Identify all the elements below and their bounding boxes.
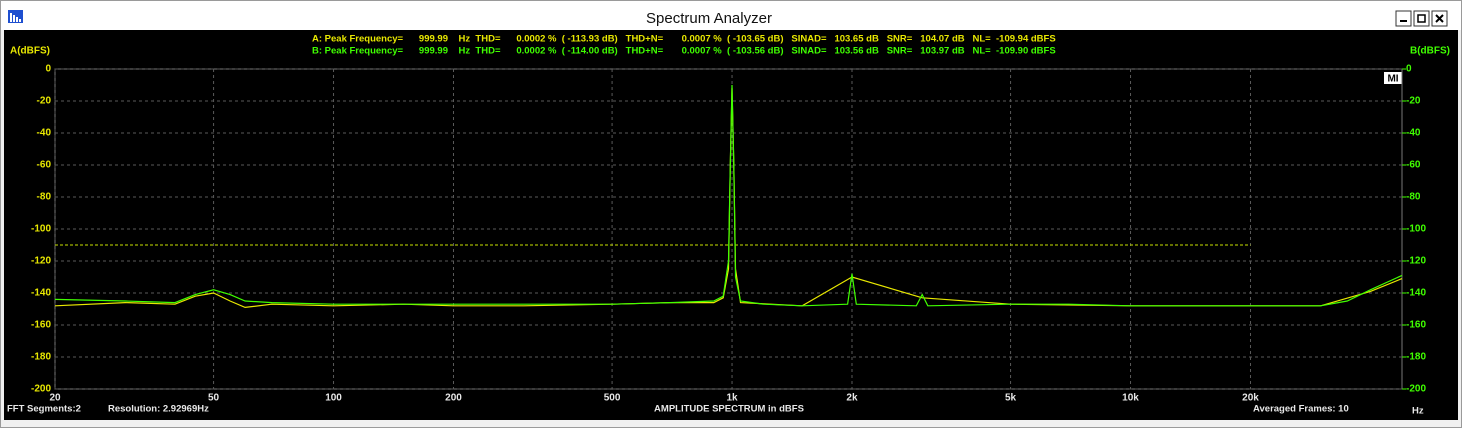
y2-tick-label: -40 <box>1406 128 1421 139</box>
plot-panel <box>4 30 1458 420</box>
y2-tick-label: 0 <box>1406 64 1412 75</box>
x-tick-label: 50 <box>208 393 220 404</box>
y-tick-label: -120 <box>31 256 51 267</box>
y-tick-label: -200 <box>31 384 51 395</box>
minimize-button[interactable] <box>1395 10 1412 27</box>
x-axis-title: AMPLITUDE SPECTRUM in dBFS <box>654 404 804 415</box>
mi-icon: MI <box>1384 72 1402 85</box>
y2-tick-label: -100 <box>1406 224 1426 235</box>
averaged-frames: Averaged Frames: 10 <box>1253 404 1349 415</box>
y2-axis-label: B(dBFS) <box>1410 46 1450 57</box>
y-tick-label: -140 <box>31 288 51 299</box>
x-tick-label: 20 <box>49 393 61 404</box>
y-axis-label: A(dBFS) <box>10 46 50 57</box>
y2-tick-label: -20 <box>1406 96 1421 107</box>
y-tick-label: -60 <box>37 160 52 171</box>
x-tick-label: 20k <box>1242 393 1259 404</box>
y-tick-label: -180 <box>31 352 51 363</box>
y2-tick-label: -160 <box>1406 320 1426 331</box>
x-tick-label: 1k <box>726 393 738 404</box>
x-tick-label: 500 <box>604 393 621 404</box>
y2-tick-label: -120 <box>1406 256 1426 267</box>
svg-text:MI: MI <box>1387 74 1398 85</box>
resolution: Resolution: 2.92969Hz <box>108 404 209 415</box>
x-tick-label: 200 <box>445 393 462 404</box>
y-tick-label: -40 <box>37 128 52 139</box>
app-icon <box>8 10 23 23</box>
y-tick-label: -20 <box>37 96 52 107</box>
x-tick-label: 2k <box>846 393 858 404</box>
title-bar <box>1 1 1461 30</box>
y-tick-label: -80 <box>37 192 52 203</box>
spectrum-line <box>54 84 1403 307</box>
y2-tick-label: -140 <box>1406 288 1426 299</box>
measurement-row-a: A: Peak Frequency= 999.99 Hz THD= 0.0002… <box>312 34 1056 45</box>
x-tick-label: 5k <box>1005 393 1017 404</box>
y2-tick-label: -200 <box>1406 384 1426 395</box>
y-tick-label: 0 <box>45 64 51 75</box>
y2-tick-label: -180 <box>1406 352 1426 363</box>
x-tick-label: 10k <box>1122 393 1139 404</box>
maximize-button[interactable] <box>1413 10 1430 27</box>
measurement-row-b: B: Peak Frequency= 999.99 Hz THD= 0.0002… <box>312 46 1056 57</box>
x-unit: Hz <box>1412 406 1424 417</box>
y-tick-label: -100 <box>31 224 51 235</box>
x-tick-label: 100 <box>325 393 342 404</box>
y2-tick-label: -80 <box>1406 192 1421 203</box>
y-tick-label: -160 <box>31 320 51 331</box>
close-button[interactable] <box>1431 10 1448 27</box>
window-title: Spectrum Analyzer <box>646 10 772 27</box>
y2-tick-label: -60 <box>1406 160 1421 171</box>
fft-segments: FFT Segments:2 <box>7 404 81 415</box>
